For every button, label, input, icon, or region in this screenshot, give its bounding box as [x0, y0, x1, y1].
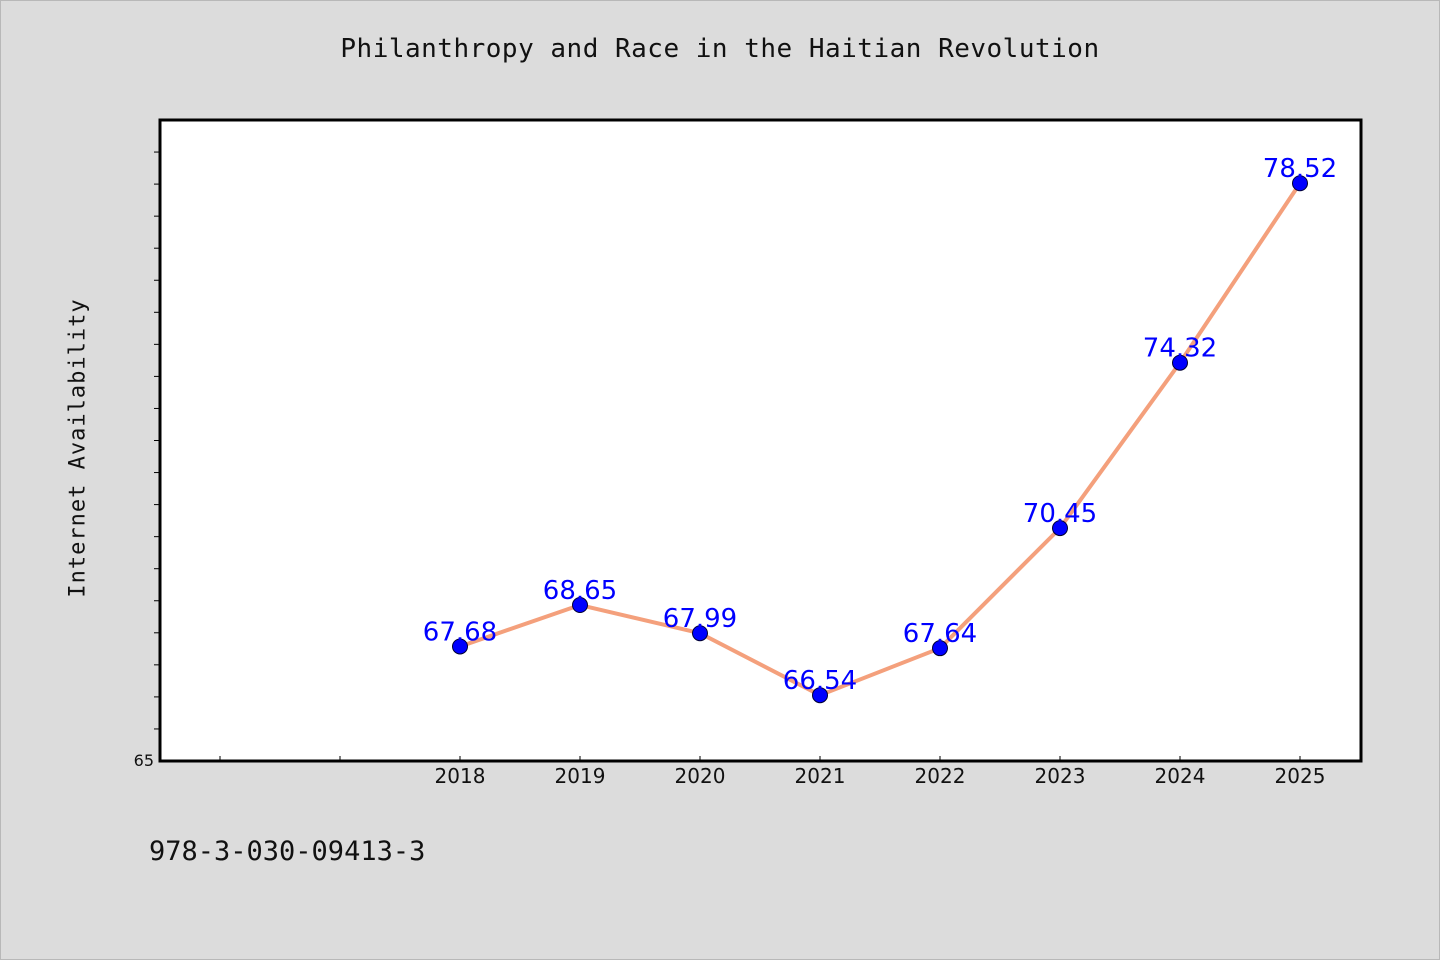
x-tick-label: 2025 — [1275, 764, 1326, 788]
data-label: 74.32 — [1143, 334, 1217, 364]
footer-code: 978-3-030-09413-3 — [149, 836, 426, 867]
data-label: 78.52 — [1263, 154, 1337, 184]
y-tick-label: 65 — [134, 751, 154, 770]
data-point — [1172, 354, 1188, 371]
series-layer — [452, 175, 1308, 704]
axis-ticks: 65 2018 2019 2020 2021 2022 2023 2024 2025 — [134, 151, 1326, 788]
data-point — [692, 625, 708, 642]
data-point — [452, 638, 468, 655]
series-line — [459, 182, 1302, 698]
plot-area — [158, 118, 1363, 763]
data-point — [572, 597, 588, 614]
data-label: 67.68 — [423, 617, 497, 647]
data-labels: 67.68 68.65 67.99 66.54 67.64 70.45 74.32 78.52 — [423, 154, 1337, 696]
chart-title: Philanthropy and Race in the Haitian Rev… — [340, 34, 1100, 64]
x-tick-label: 2021 — [795, 764, 846, 788]
data-point — [932, 640, 948, 657]
x-tick-label: 2020 — [675, 764, 726, 788]
x-tick-label: 2019 — [555, 764, 606, 788]
data-label: 67.64 — [903, 619, 977, 649]
data-point — [812, 687, 828, 704]
data-label: 66.54 — [783, 666, 857, 696]
x-tick-label: 2018 — [435, 764, 486, 788]
x-tick-label: 2023 — [1035, 764, 1086, 788]
data-label: 68.65 — [543, 576, 617, 606]
data-point — [1292, 175, 1308, 192]
data-label: 67.99 — [663, 604, 737, 634]
x-tick-label: 2024 — [1155, 764, 1206, 788]
x-tick-label: 2022 — [915, 764, 966, 788]
data-point — [1052, 520, 1068, 537]
data-label: 70.45 — [1023, 499, 1097, 529]
